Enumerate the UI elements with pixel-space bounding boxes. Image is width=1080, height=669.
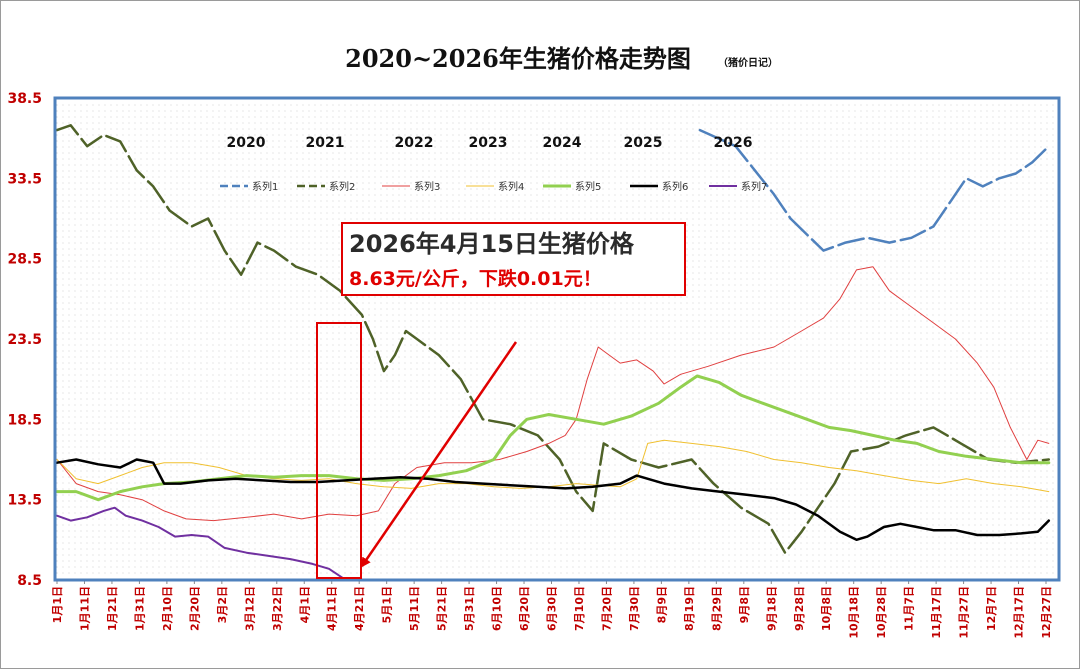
legend-label-2023: 系列4 bbox=[498, 180, 524, 193]
year-label-2024: 2024 bbox=[543, 135, 582, 151]
x-tick-label: 6月10日 bbox=[491, 586, 504, 631]
x-tick-label: 4月11日 bbox=[326, 586, 339, 631]
x-tick-label: 7月30日 bbox=[628, 586, 641, 631]
series-layer bbox=[55, 124, 1051, 579]
series-line-2022 bbox=[56, 266, 1050, 522]
year-label-2020: 2020 bbox=[227, 135, 266, 151]
year-labels: 2020 2021 2022 2023 2024 2025 2026 bbox=[227, 135, 753, 151]
annotation-arrow bbox=[360, 341, 518, 568]
x-tick-label: 11月7日 bbox=[903, 586, 916, 631]
legend-label-2021: 系列2 bbox=[329, 180, 355, 193]
x-tick-label: 10月8日 bbox=[820, 586, 833, 631]
plot-border bbox=[53, 96, 1061, 582]
x-tick-label: 3月22日 bbox=[271, 586, 284, 631]
x-tick-label: 3月12日 bbox=[243, 586, 256, 631]
x-tick-label: 7月20日 bbox=[600, 586, 613, 631]
series-line-2026 bbox=[56, 506, 344, 579]
x-tick-label: 9月18日 bbox=[765, 586, 778, 631]
x-tick-label: 5月1日 bbox=[381, 586, 394, 623]
x-tick-label: 11月27日 bbox=[958, 586, 971, 639]
series-line-2025 bbox=[55, 458, 1051, 542]
y-tick-label: 13.5 bbox=[7, 493, 42, 509]
y-tick-label: 23.5 bbox=[7, 332, 42, 348]
year-label-2026: 2026 bbox=[714, 135, 753, 151]
x-tick-label: 8月9日 bbox=[655, 586, 668, 623]
x-tick-label: 1月21日 bbox=[106, 586, 119, 631]
annotation-detail: 8.63元/公斤，下跌0.01元！ bbox=[349, 267, 602, 290]
y-tick-label: 28.5 bbox=[7, 252, 42, 268]
x-tick-label: 2月20日 bbox=[188, 586, 201, 631]
x-tick-label: 4月21日 bbox=[353, 586, 366, 631]
series-line-2021 bbox=[55, 124, 1051, 554]
x-tick-label: 8月29日 bbox=[710, 586, 723, 631]
x-tick-label: 12月27日 bbox=[1040, 586, 1053, 639]
year-label-2022: 2022 bbox=[395, 135, 434, 151]
legend-label-2026: 系列7 bbox=[741, 180, 767, 193]
x-tick-label: 5月11日 bbox=[408, 586, 421, 631]
year-label-2021: 2021 bbox=[306, 135, 345, 151]
y-tick-label: 8.5 bbox=[17, 573, 42, 589]
x-tick-label: 1月1日 bbox=[51, 586, 64, 623]
chart-title: 2020~2026年生猪价格走势图 bbox=[345, 44, 691, 73]
x-tick-label: 10月28日 bbox=[875, 586, 888, 639]
x-tick-label: 7月10日 bbox=[573, 586, 586, 631]
x-tick-label: 1月11日 bbox=[78, 586, 91, 631]
chart-subtitle: （猪价日记） bbox=[718, 56, 778, 69]
x-tick-label: 3月2日 bbox=[216, 586, 229, 623]
x-tick-label: 1月31日 bbox=[133, 586, 146, 631]
y-tick-label: 38.5 bbox=[7, 91, 42, 107]
x-tick-label: 8月19日 bbox=[683, 586, 696, 631]
year-label-2025: 2025 bbox=[624, 135, 663, 151]
y-tick-label: 33.5 bbox=[7, 171, 42, 187]
x-tick-label: 5月31日 bbox=[463, 586, 476, 631]
x-tick-label: 4月1日 bbox=[298, 586, 311, 623]
legend-label-2020: 系列1 bbox=[252, 180, 278, 193]
legend-label-2025: 系列6 bbox=[662, 180, 688, 193]
x-tick-label: 12月17日 bbox=[1013, 586, 1026, 639]
x-tick-label: 6月30日 bbox=[546, 586, 559, 631]
x-tick-label: 9月8日 bbox=[738, 586, 751, 623]
x-axis: 1月1日 1月11日 1月21日 1月31日 2月10日 2月20日 3月2日 3月12日 3月… bbox=[51, 580, 1053, 639]
series-line-2023 bbox=[56, 439, 1050, 493]
x-tick-label: 6月20日 bbox=[518, 586, 531, 631]
annotation-box bbox=[341, 222, 686, 296]
x-tick-label: 11月17日 bbox=[930, 586, 943, 639]
legend: 系列1 系列2 系列3 系列4 系列5 系列6 系列7 bbox=[220, 180, 767, 193]
x-tick-label: 2月10日 bbox=[161, 586, 174, 631]
annotation-headline: 2026年4月15日生猪价格 bbox=[349, 230, 635, 258]
x-tick-label: 12月7日 bbox=[985, 586, 998, 631]
year-label-2023: 2023 bbox=[469, 135, 508, 151]
y-tick-label: 18.5 bbox=[7, 412, 42, 428]
highlight-box bbox=[316, 322, 362, 579]
plot-area bbox=[55, 98, 1059, 580]
legend-label-2024: 系列5 bbox=[575, 180, 601, 193]
series-line-2020 bbox=[698, 128, 1051, 252]
legend-label-2022: 系列3 bbox=[414, 180, 440, 193]
x-tick-label: 10月18日 bbox=[848, 586, 861, 639]
x-tick-label: 5月21日 bbox=[436, 586, 449, 631]
x-tick-label: 9月28日 bbox=[793, 586, 806, 631]
y-axis: 8.5 13.5 18.5 23.5 28.5 33.5 38.5 bbox=[7, 91, 42, 589]
